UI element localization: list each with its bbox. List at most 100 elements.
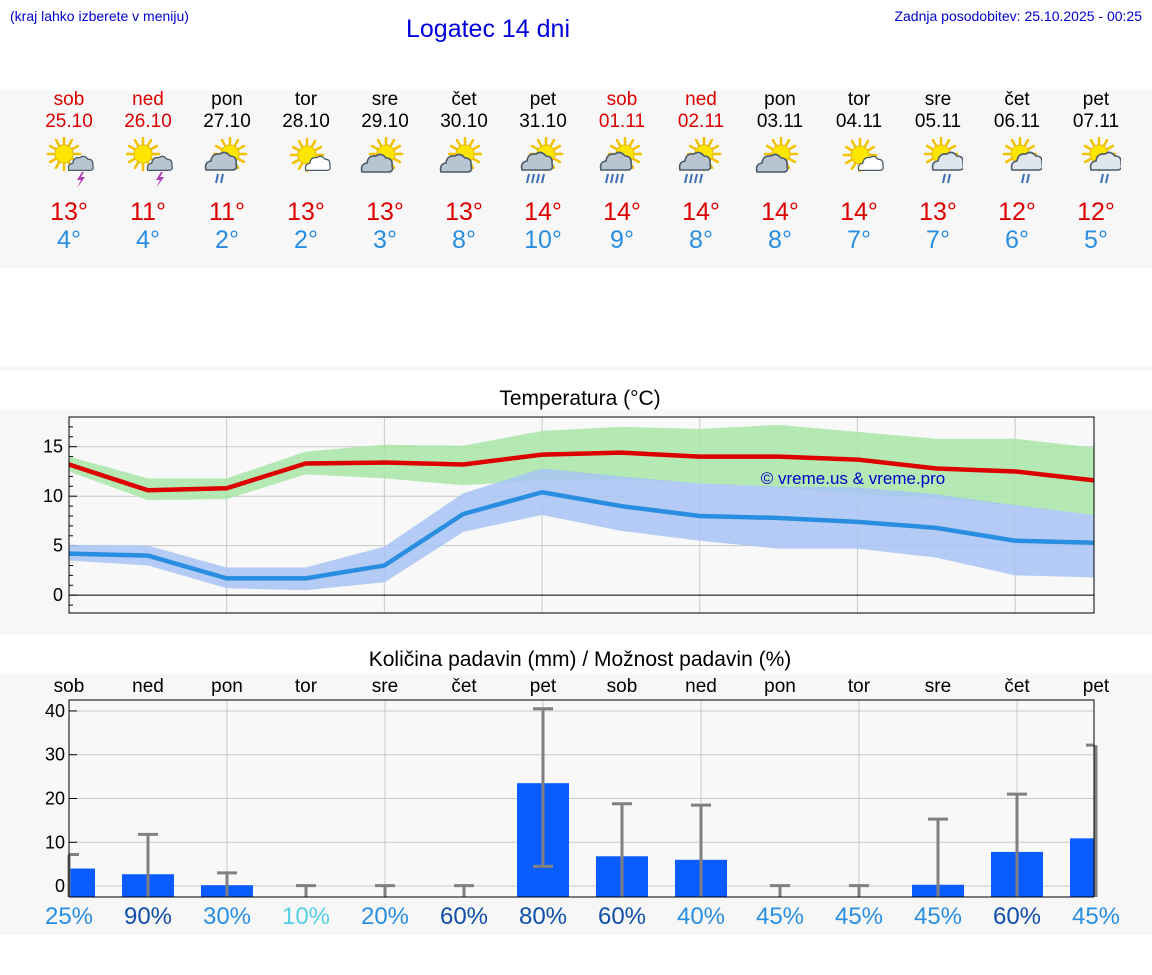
precip-probability: 45%: [1071, 903, 1121, 930]
last-updated: Zadnja posodobitev: 25.10.2025 - 00:25: [894, 8, 1142, 24]
location-hint: (kraj lahko izberete v meniju): [10, 8, 189, 24]
max-temp: 12°: [998, 198, 1036, 226]
precip-range-whisker: [612, 802, 632, 897]
lightning-icon: [156, 172, 164, 187]
precip-probability: 45%: [913, 903, 963, 930]
day-date: 03.11: [756, 111, 804, 132]
precip-range-whisker: [217, 871, 237, 897]
sun-cloud-heavy-rain-icon: [520, 137, 564, 184]
day-name: pet: [529, 89, 557, 110]
day-name: čet: [451, 89, 477, 110]
day-date: 05.11: [914, 111, 962, 132]
day-label: sre: [371, 676, 399, 697]
sun-cloud-light-rain-icon: [923, 137, 963, 184]
max-temp: 13°: [919, 198, 957, 226]
day-label: pet: [529, 676, 557, 697]
precip-probability: 60%: [992, 903, 1042, 930]
y-tick-label: 5: [53, 536, 63, 556]
cloud-icon: [678, 151, 712, 171]
sun-cloud-heavy-rain-icon: [678, 137, 722, 184]
min-temp: 10°: [524, 226, 562, 254]
rain-icon: [684, 173, 703, 184]
day-label: čet: [1004, 676, 1030, 697]
sun-cloud-light-rain-icon: [1081, 137, 1121, 184]
cloud-icon: [360, 153, 394, 173]
cloud-icon: [599, 151, 633, 171]
lightning-icon: [77, 172, 85, 187]
max-temp-line: [68, 450, 1095, 493]
precip-probability: 10%: [281, 903, 331, 930]
min-temp: 2°: [294, 226, 318, 254]
min-temp: 2°: [215, 226, 239, 254]
day-name: tor: [847, 89, 871, 110]
min-temp: 8°: [689, 226, 713, 254]
precipitation-chart-panel: 0 10 20 30 40 sob ned pon tor sre čet pet sob ned pon…: [0, 674, 1152, 935]
y-tick-label: 0: [53, 585, 63, 605]
day-date: 02.11: [677, 111, 725, 132]
max-temp: 13°: [287, 198, 325, 226]
max-temp: 11°: [209, 198, 245, 226]
rain-icon: [215, 173, 224, 184]
precip-probability: 25%: [44, 903, 94, 930]
min-temp: 4°: [57, 226, 81, 254]
precip-range-whisker: [849, 884, 869, 897]
precip-probability: 45%: [834, 903, 884, 930]
day-label: tor: [294, 676, 318, 697]
day-label: ned: [132, 676, 164, 697]
cloud-icon: [304, 155, 331, 172]
sun-cloud-icon: [439, 137, 483, 173]
precipitation-chart-title: Količina padavin (mm) / Možnost padavin …: [368, 648, 792, 671]
day-name: sob: [53, 89, 85, 110]
min-temp-range-band: [69, 468, 1094, 591]
min-temp: 8°: [768, 226, 792, 254]
precip-range-whisker: [1086, 743, 1098, 897]
rain-icon: [1021, 173, 1030, 184]
day-label: tor: [847, 676, 871, 697]
cloud-icon: [1089, 151, 1121, 171]
day-name: tor: [294, 89, 318, 110]
sun-cloud-icon: [755, 137, 799, 173]
day-name: pet: [1082, 89, 1110, 110]
sun-cloud-icon: [360, 137, 404, 173]
day-name: pon: [211, 89, 243, 110]
y-tick-label: 10: [45, 832, 65, 852]
precip-range-whisker: [296, 884, 316, 897]
max-temp: 14°: [524, 198, 562, 226]
day-date: 07.11: [1072, 111, 1120, 132]
precip-range-whisker: [691, 803, 711, 897]
day-label: pet: [1082, 676, 1110, 697]
precip-range-whisker: [1007, 792, 1027, 897]
day-label: ned: [685, 676, 717, 697]
daily-forecast-strip: sob 25.10 13° 4° ned 26.10 11° 4° pon 27.10 11° 2° t…: [0, 89, 1152, 268]
day-label: sob: [606, 676, 638, 697]
y-tick-label: 40: [45, 701, 65, 721]
min-temp: 7°: [847, 226, 871, 254]
precip-probability: 20%: [360, 903, 410, 930]
day-label: pon: [764, 676, 796, 697]
day-date: 29.10: [361, 111, 409, 132]
sun-light-cloud-icon: [289, 137, 331, 173]
day-name: sre: [924, 89, 952, 110]
rain-icon: [605, 173, 624, 184]
y-tick-label: 20: [45, 789, 65, 809]
day-date: 04.11: [835, 111, 883, 132]
day-date: 31.10: [519, 111, 567, 132]
day-name: pon: [764, 89, 796, 110]
plot-frame: [68, 699, 1095, 897]
precip-probability: 60%: [439, 903, 489, 930]
precip-probability: 30%: [202, 903, 252, 930]
day-date: 25.10: [45, 111, 93, 132]
day-date: 26.10: [124, 111, 172, 132]
precip-bar: [69, 868, 95, 897]
min-temp: 3°: [373, 226, 397, 254]
sun-cloud-light-rain-icon: [1002, 137, 1042, 184]
day-date: 06.11: [993, 111, 1041, 132]
min-temp-line: [68, 489, 1095, 581]
precip-range-whisker: [375, 884, 395, 897]
day-date: 27.10: [203, 111, 251, 132]
day-name: sre: [371, 89, 399, 110]
cloud-icon: [755, 153, 789, 173]
day-date: 01.11: [598, 111, 646, 132]
sun-cloud-thunder-icon: [125, 137, 173, 187]
max-temp: 14°: [603, 198, 641, 226]
